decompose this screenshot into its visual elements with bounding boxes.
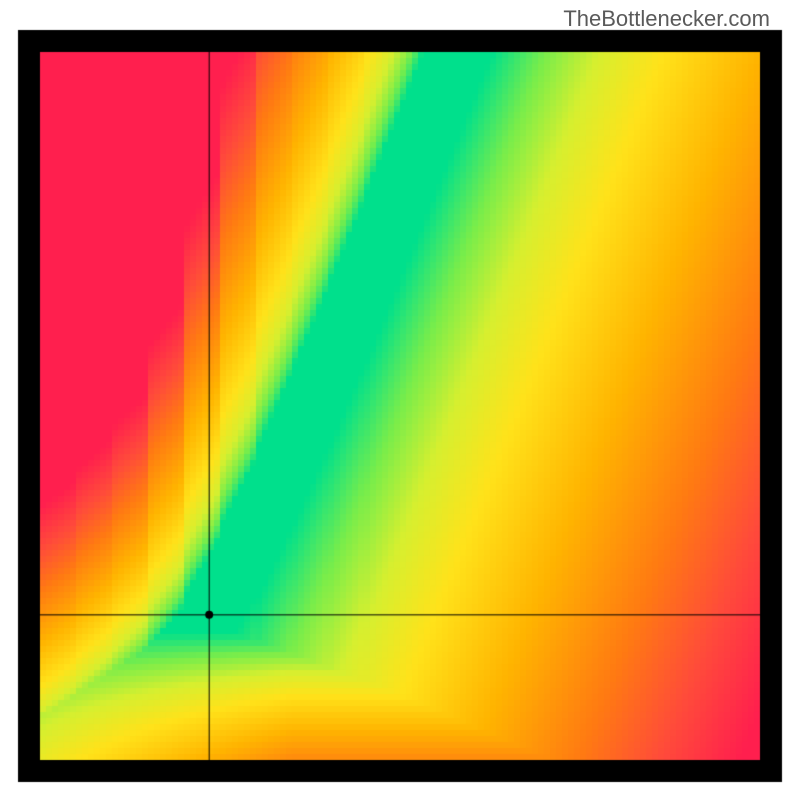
chart-container: TheBottlenecker.com <box>0 0 800 800</box>
watermark-text: TheBottlenecker.com <box>563 6 770 32</box>
heatmap-canvas <box>0 0 800 800</box>
